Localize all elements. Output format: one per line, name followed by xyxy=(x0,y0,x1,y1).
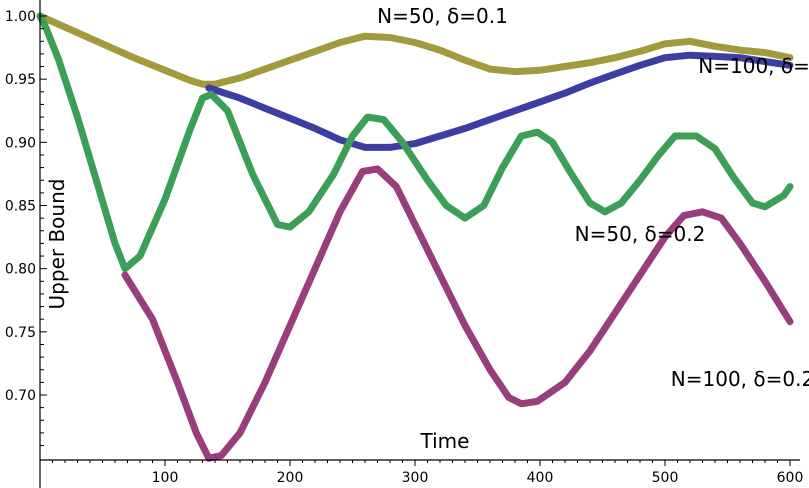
series-annotation-1: N=50, δ=0.1 xyxy=(377,4,508,28)
x-tick-label: 600 xyxy=(777,470,804,486)
x-tick-label: 400 xyxy=(527,470,554,486)
x-tick-label: 200 xyxy=(277,470,304,486)
ticks-layer: 100 200 300 400 500 600 0.70 0.75 0.80 0.85 0.90 0.… xyxy=(5,9,804,486)
series-line-2 xyxy=(205,51,794,151)
series-line-1 xyxy=(36,12,794,88)
series-annotation-3: N=50, δ=0.2 xyxy=(575,222,706,246)
y-tick-label: 0.70 xyxy=(5,388,36,404)
y-tick-label: 0.80 xyxy=(5,262,36,278)
y-tick-label: 0.90 xyxy=(5,135,36,151)
series-layer xyxy=(36,12,794,462)
series-annotation-2: N=100, δ=0.1 xyxy=(698,54,809,78)
x-tick-label: 300 xyxy=(402,470,429,486)
series-line-4 xyxy=(121,165,794,462)
series-annotation-4: N=100, δ=0.2 xyxy=(671,367,809,391)
axes-layer xyxy=(39,0,800,488)
annotation-layer: N=50, δ=0.1 N=100, δ=0.1 N=50, δ=0.2 N=100,… xyxy=(377,4,809,391)
y-tick-label: 0.95 xyxy=(5,72,36,88)
series-line-3 xyxy=(36,12,794,273)
y-tick-label: 0.75 xyxy=(5,325,36,341)
x-tick-label: 500 xyxy=(652,470,679,486)
y-axis-title: Upper Bound xyxy=(45,179,69,310)
y-tick-label: 1.00 xyxy=(5,9,36,25)
y-tick-label: 0.85 xyxy=(5,199,36,215)
x-tick-label: 100 xyxy=(152,470,179,486)
x-axis-title: Time xyxy=(420,429,470,453)
